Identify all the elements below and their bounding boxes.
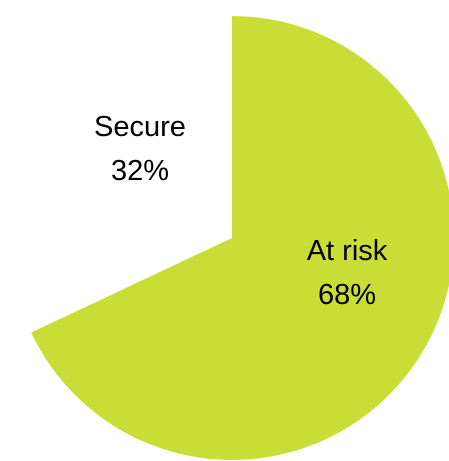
pie-slice-at-risk: [31, 16, 449, 460]
pie-slices: [31, 16, 449, 460]
slice-label-secure: Secure: [94, 111, 186, 143]
slice-percent-at-risk: 68%: [318, 279, 376, 311]
slice-label-at-risk: At risk: [307, 235, 388, 267]
slice-percent-secure: 32%: [111, 155, 169, 187]
